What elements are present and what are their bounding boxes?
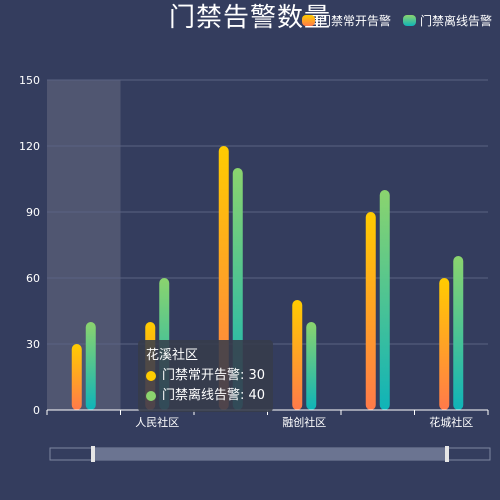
tooltip: 花溪社区 门禁常开告警: 30 门禁离线告警: 40 [138,340,274,412]
y-tick-label: 0 [33,404,40,417]
x-axis: 人民社区 融创社区 花城社区 [46,409,489,429]
hover-highlight-band [47,80,121,410]
data-zoom-slider[interactable] [49,446,491,462]
y-tick-label: 30 [26,338,40,351]
tooltip-row-open-alarm: 门禁常开告警: 30 [146,366,265,386]
x-tick-label: 花城社区 [429,415,473,429]
y-tick-label: 150 [19,74,40,87]
bars[interactable] [71,146,464,410]
bar-open-alarm[interactable] [365,212,376,410]
y-tick-label: 60 [26,272,40,285]
bar-open-alarm[interactable] [292,300,303,410]
bar-offline-alarm[interactable] [85,322,96,410]
legend-swatch-open-alarm [301,15,315,26]
y-tick-label: 90 [26,206,40,219]
legend-item-open-alarm[interactable]: 门禁常开告警 [301,12,391,29]
zoom-handle-left[interactable] [91,446,95,462]
x-tick-label: 融创社区 [282,415,326,429]
bar-offline-alarm[interactable] [453,256,464,410]
x-tick-label: 人民社区 [135,415,179,429]
zoom-handle-right[interactable] [445,446,449,462]
grid-lines [47,79,488,345]
tooltip-dot-open-alarm [146,371,156,381]
legend-item-offline-alarm[interactable]: 门禁离线告警 [402,12,492,29]
tooltip-label-offline-alarm: 门禁离线告警: 40 [162,388,266,403]
legend-swatch-offline-alarm [402,15,416,26]
tooltip-label-open-alarm: 门禁常开告警: 30 [162,368,266,383]
y-tick-label: 120 [19,140,40,153]
bar-open-alarm[interactable] [71,344,82,410]
bar-offline-alarm[interactable] [379,190,390,410]
zoom-window[interactable] [93,448,447,460]
legend-label-offline-alarm: 门禁离线告警 [419,14,492,28]
tooltip-row-offline-alarm: 门禁离线告警: 40 [146,386,265,406]
y-axis-ticks: 0 30 60 90 120 150 [19,74,40,417]
tooltip-title: 花溪社区 [146,348,199,363]
bar-open-alarm[interactable] [439,278,450,410]
bar-offline-alarm[interactable] [306,322,317,410]
legend: 门禁常开告警 门禁离线告警 [301,12,492,29]
legend-label-open-alarm: 门禁常开告警 [318,14,391,28]
tooltip-dot-offline-alarm [146,391,156,401]
